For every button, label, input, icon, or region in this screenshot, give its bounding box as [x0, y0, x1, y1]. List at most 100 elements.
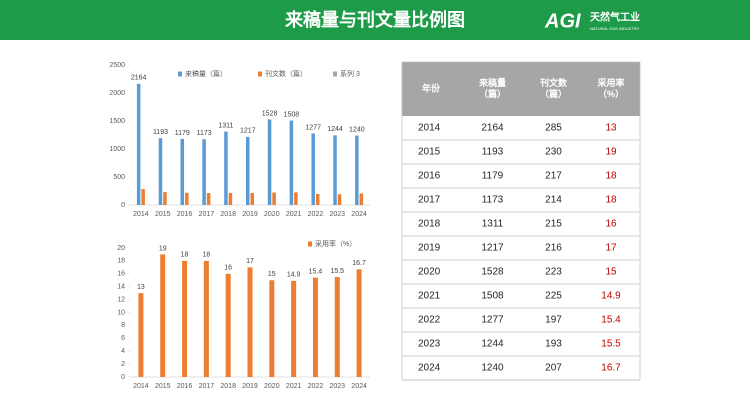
y-tick-label: 18	[117, 258, 125, 265]
x-tick-label: 2023	[329, 211, 345, 218]
bar	[291, 280, 297, 377]
table-cell: 2017	[418, 195, 441, 206]
table-cell: 19	[605, 147, 617, 158]
bar	[203, 260, 209, 377]
y-tick-label: 6	[121, 335, 125, 342]
bar	[224, 131, 228, 205]
x-tick-label: 2024	[351, 383, 367, 390]
bar	[138, 293, 144, 377]
y-tick-label: 4	[121, 348, 125, 355]
bar	[272, 192, 276, 205]
table-cell: 1311	[482, 219, 504, 230]
x-tick-label: 2017	[199, 383, 215, 390]
bar	[359, 193, 364, 205]
table-cell: 2022	[418, 315, 441, 326]
table-cell: 1240	[481, 363, 504, 374]
y-tick-label: 0	[121, 202, 125, 209]
legend-label: 采用率（%）	[315, 239, 356, 248]
data-label: 1217	[240, 128, 256, 135]
data-label: 15.4	[309, 269, 323, 276]
table-cell: 15.5	[601, 339, 621, 350]
bar	[247, 267, 253, 377]
data-label: 1179	[175, 130, 190, 137]
logo-sub: NATURAL GAS INDUSTRY	[590, 26, 640, 31]
y-tick-label: 1000	[109, 146, 125, 153]
table-cell: 2164	[481, 123, 504, 134]
table-cell: 2023	[418, 339, 441, 350]
bar	[356, 269, 362, 377]
data-label: 19	[159, 245, 167, 252]
bar	[136, 83, 141, 205]
bar	[163, 192, 167, 205]
table-cell: 1217	[481, 243, 504, 254]
table-header-bg	[402, 62, 640, 116]
bar	[185, 192, 189, 205]
data-label: 16.7	[352, 260, 366, 267]
table-cell: 223	[545, 267, 562, 278]
table-cell: 214	[545, 195, 562, 206]
x-tick-label: 2018	[220, 383, 236, 390]
bar	[182, 260, 188, 377]
logo-text: 天然气工业	[590, 11, 640, 24]
bar	[158, 138, 163, 205]
table-cell: 15.4	[601, 315, 621, 326]
data-label: 1173	[197, 130, 212, 137]
table-cell: 1508	[481, 291, 504, 302]
x-tick-label: 2017	[199, 211, 215, 218]
table-cell: 13	[605, 123, 617, 134]
legend-swatch	[178, 71, 182, 77]
page-title: 来稿量与刊文量比例图	[284, 9, 465, 30]
legend-label: 刊文数（篇）	[265, 69, 307, 78]
data-label: 1508	[284, 111, 300, 118]
table-header: （%）	[598, 89, 624, 99]
data-label: 17	[246, 258, 254, 265]
x-tick-label: 2015	[155, 211, 171, 218]
y-tick-label: 2000	[109, 90, 125, 97]
table-cell: 18	[605, 195, 617, 206]
x-tick-label: 2014	[133, 211, 149, 218]
table-cell: 197	[545, 315, 562, 326]
logo-mark: AGI	[544, 10, 581, 32]
table-cell: 18	[605, 171, 617, 182]
table-cell: 1277	[481, 315, 504, 326]
x-tick-label: 2018	[220, 211, 236, 218]
data-label: 13	[137, 284, 145, 291]
bar	[267, 119, 272, 205]
table-cell: 2014	[418, 123, 441, 134]
y-tick-label: 12	[117, 296, 125, 303]
bar	[206, 193, 211, 205]
y-tick-label: 2500	[109, 62, 125, 69]
x-tick-label: 2022	[308, 211, 324, 218]
table-cell: 17	[605, 243, 617, 254]
bar	[289, 120, 294, 205]
table-cell: 16.7	[601, 363, 621, 374]
bar	[160, 254, 166, 377]
bar	[311, 133, 315, 205]
table-header: （篇）	[479, 88, 506, 99]
header-bar	[0, 0, 750, 40]
data-label: 2164	[131, 75, 147, 82]
bar	[294, 192, 298, 205]
x-tick-label: 2022	[308, 383, 324, 390]
table-header: （篇）	[540, 88, 567, 99]
table-border	[401, 61, 641, 381]
table-cell: 225	[545, 291, 562, 302]
data-label: 18	[181, 252, 189, 259]
bar	[250, 192, 254, 205]
data-label: 15	[268, 271, 276, 278]
table-header: 来稿量	[478, 77, 506, 88]
x-tick-label: 2023	[329, 383, 345, 390]
bar	[269, 280, 275, 377]
table-cell: 207	[545, 363, 562, 374]
table-cell: 216	[545, 243, 562, 254]
table-cell: 217	[545, 171, 562, 182]
x-tick-label: 2024	[351, 211, 367, 218]
data-label: 14.9	[287, 272, 301, 279]
legend-swatch	[333, 71, 337, 77]
y-tick-label: 14	[117, 284, 125, 291]
x-tick-label: 2020	[264, 383, 280, 390]
data-label: 1311	[218, 122, 233, 129]
table-cell: 1179	[482, 171, 504, 182]
table-cell: 1193	[482, 147, 504, 158]
